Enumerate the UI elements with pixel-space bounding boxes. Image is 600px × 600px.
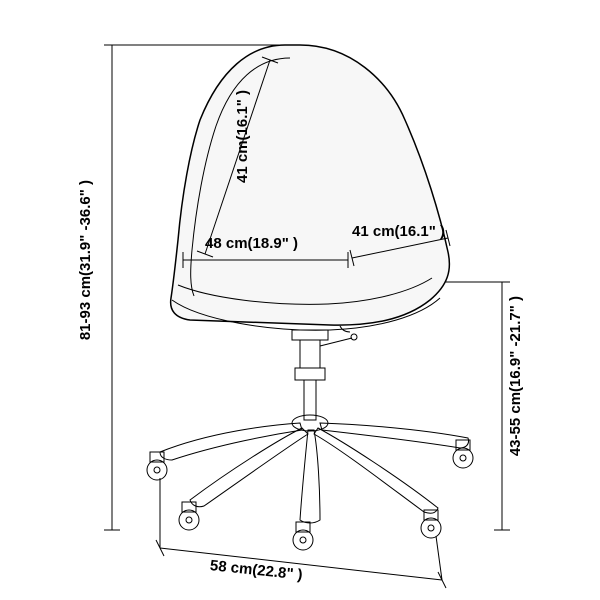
dimension-diagram: 81-93 cm(31.9" -36.6" ) 43-55 cm(16.9" -… bbox=[0, 0, 600, 600]
label-seat-depth: 41 cm(16.1" ) bbox=[352, 224, 445, 239]
label-backrest: 41 cm(16.1" ) bbox=[235, 90, 250, 183]
label-seat-width: 48 cm(18.9" ) bbox=[205, 236, 298, 251]
chair-outline bbox=[171, 45, 450, 332]
label-overall-height: 81-93 cm(31.9" -36.6" ) bbox=[78, 180, 93, 340]
label-seat-height: 43-55 cm(16.9" -21.7" ) bbox=[508, 296, 523, 456]
gas-lift bbox=[292, 330, 357, 420]
chair-legs bbox=[160, 423, 469, 523]
